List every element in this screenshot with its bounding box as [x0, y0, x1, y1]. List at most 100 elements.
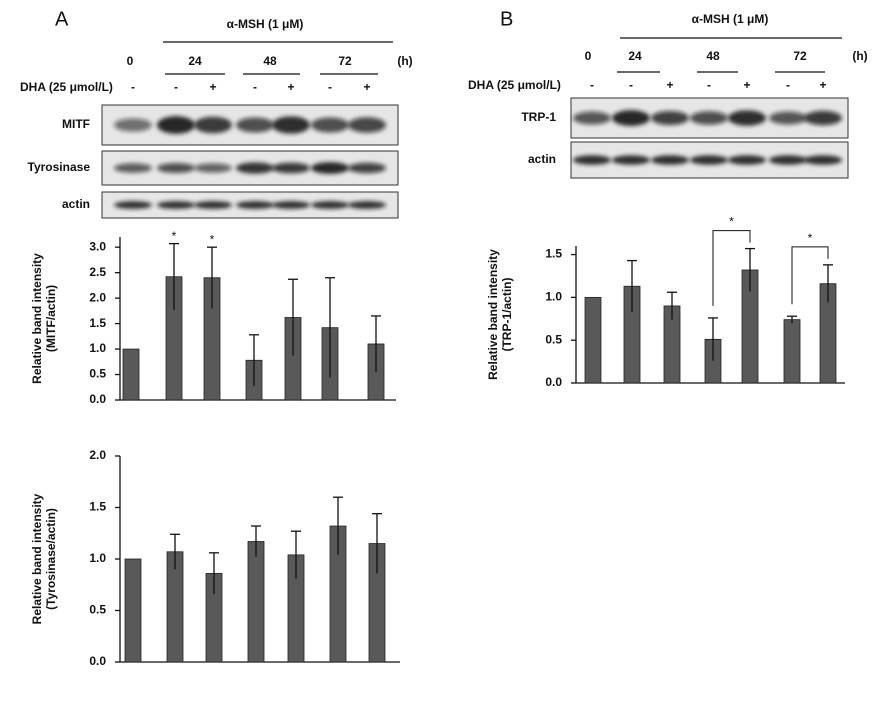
bar [584, 296, 602, 384]
blot-band [612, 155, 650, 165]
dha-sign: - [629, 78, 633, 92]
dha-sign: - [328, 80, 332, 94]
y-axis-label: (TRP-1/actin) [500, 277, 514, 351]
error-bar [372, 513, 382, 574]
error-bar [288, 278, 298, 356]
error-bar [667, 291, 677, 320]
error-bar [371, 315, 381, 372]
bar [783, 319, 801, 384]
blot-label: actin [62, 197, 90, 211]
dha-sign: - [253, 80, 257, 94]
error-bar [169, 242, 179, 310]
error-bar [207, 246, 217, 309]
dha-sign: + [209, 80, 216, 94]
blot-band [651, 110, 689, 126]
y-tick-label: 1.5 [89, 500, 106, 514]
y-tick-label: 0.5 [89, 367, 106, 381]
blot-label: Tyrosinase [28, 160, 91, 174]
y-tick-label: 0.5 [545, 332, 562, 346]
y-tick-label: 3.0 [89, 239, 106, 253]
blot-band [804, 110, 842, 126]
y-tick-label: 1.0 [545, 290, 562, 304]
time-label: 0 [127, 54, 134, 68]
y-axis-label: (MITF/actin) [44, 285, 58, 352]
blot-label: MITF [62, 117, 90, 131]
error-bar [291, 530, 301, 579]
blot-band [573, 155, 611, 165]
treatment-label: α-MSH (1 μM) [692, 12, 769, 26]
dha-sign: - [786, 78, 790, 92]
time-unit: (h) [397, 54, 412, 68]
blot-band [769, 155, 807, 165]
dha-sign: - [707, 78, 711, 92]
error-bar [333, 496, 343, 555]
blot-band [194, 116, 232, 134]
bar [122, 348, 140, 401]
bar [247, 541, 265, 663]
blot-band [728, 155, 766, 165]
blot-band [690, 111, 728, 125]
dha-sign: + [666, 78, 673, 92]
blot-band [114, 118, 152, 132]
y-tick-label: 2.0 [89, 290, 106, 304]
blot-band [114, 201, 152, 209]
blot-band [157, 162, 195, 174]
y-tick-label: 1.5 [545, 247, 562, 261]
blot-label: actin [528, 152, 556, 166]
y-axis-label: Relative band intensity [30, 493, 44, 624]
blot-band [311, 201, 349, 209]
significance-star: * [210, 232, 215, 246]
dha-sign: - [131, 80, 135, 94]
blot-band [769, 111, 807, 125]
error-bar [325, 277, 335, 378]
dha-sign: + [819, 78, 826, 92]
dha-sign: + [743, 78, 750, 92]
error-bar [745, 247, 755, 292]
significance-star: * [729, 215, 734, 229]
y-tick-label: 2.0 [89, 448, 106, 462]
y-axis-label: (Tyrosinase/actin) [44, 508, 58, 610]
time-unit: (h) [852, 49, 867, 63]
blot-band [194, 201, 232, 209]
blot-band [348, 117, 386, 133]
error-bar [823, 264, 833, 303]
blot-band [348, 162, 386, 174]
y-tick-label: 0.0 [89, 392, 106, 406]
blot-band [272, 116, 310, 134]
significance-bracket [712, 230, 751, 306]
y-tick-label: 1.5 [89, 316, 106, 330]
y-tick-label: 2.5 [89, 265, 106, 279]
blot-band [348, 201, 386, 209]
time-label: 72 [338, 54, 352, 68]
panel-letter: B [500, 8, 513, 30]
dha-label: DHA (25 μmol/L) [20, 80, 113, 94]
blot-band [690, 155, 728, 165]
blot-band [114, 163, 152, 173]
dha-sign: + [363, 80, 370, 94]
blot-band [573, 111, 611, 125]
dha-label: DHA (25 μmol/L) [468, 78, 561, 92]
error-bar [251, 525, 261, 557]
blot-label: TRP-1 [521, 110, 556, 124]
y-tick-label: 0.0 [89, 654, 106, 668]
significance-star: * [808, 231, 813, 245]
treatment-label: α-MSH (1 μM) [227, 17, 304, 31]
dha-sign: + [287, 80, 294, 94]
blot-band [236, 162, 274, 174]
time-label: 48 [706, 49, 720, 63]
panel-letter: A [55, 8, 69, 30]
error-bar [209, 552, 219, 595]
time-label: 72 [793, 49, 807, 63]
error-bar [249, 334, 259, 386]
time-label: 24 [188, 54, 202, 68]
blot-band [236, 201, 274, 209]
error-bar [708, 317, 718, 361]
blot-band [157, 116, 195, 134]
blot-band [194, 163, 232, 173]
y-tick-label: 0.0 [545, 375, 562, 389]
y-tick-label: 0.5 [89, 603, 106, 617]
y-tick-label: 1.0 [89, 341, 106, 355]
blot-band [236, 117, 274, 133]
y-tick-label: 1.0 [89, 551, 106, 565]
